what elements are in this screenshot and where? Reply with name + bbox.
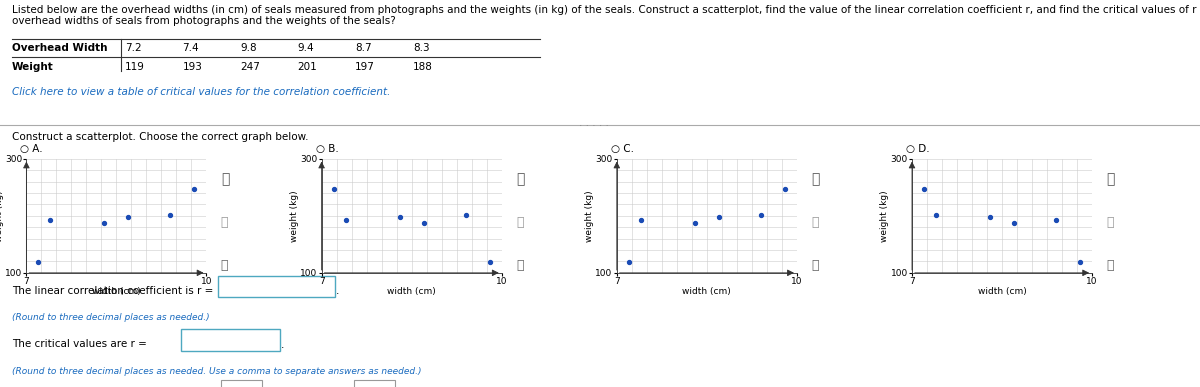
Text: The linear correlation coefficient is r =: The linear correlation coefficient is r … <box>12 286 214 296</box>
Point <box>390 214 409 221</box>
Point <box>119 214 138 221</box>
X-axis label: width (cm): width (cm) <box>388 288 436 296</box>
Text: ⧉: ⧉ <box>221 259 228 272</box>
Text: 🔍: 🔍 <box>811 172 820 187</box>
Text: 🔍: 🔍 <box>516 216 523 229</box>
Point <box>631 217 650 223</box>
Text: ⧉: ⧉ <box>811 259 818 272</box>
Text: · · · · ·: · · · · · <box>580 121 608 131</box>
Text: 119: 119 <box>125 62 145 72</box>
Text: 193: 193 <box>182 62 203 72</box>
Point <box>775 186 794 192</box>
X-axis label: width (cm): width (cm) <box>978 288 1026 296</box>
Point <box>41 217 60 223</box>
Text: (Round to three decimal places as needed.): (Round to three decimal places as needed… <box>12 313 210 322</box>
Point <box>95 219 114 226</box>
Text: 188: 188 <box>413 62 433 72</box>
Point <box>751 212 770 218</box>
Text: overhead widths of seals from photographs and the weights of the seals?: overhead widths of seals from photograph… <box>12 16 396 26</box>
Point <box>914 186 934 192</box>
Text: Overhead Width: Overhead Width <box>12 43 108 53</box>
Point <box>709 214 728 221</box>
Text: 9.8: 9.8 <box>240 43 257 53</box>
Text: 247: 247 <box>240 62 260 72</box>
Y-axis label: weight (kg): weight (kg) <box>880 190 889 241</box>
Y-axis label: weight (kg): weight (kg) <box>584 190 594 241</box>
Point <box>980 214 1000 221</box>
Text: The critical values are r =: The critical values are r = <box>12 339 146 349</box>
Text: Weight: Weight <box>12 62 54 72</box>
Point <box>29 259 48 265</box>
Text: 197: 197 <box>355 62 376 72</box>
FancyBboxPatch shape <box>221 380 262 387</box>
Point <box>456 212 475 218</box>
Text: Construct a scatterplot. Choose the correct graph below.: Construct a scatterplot. Choose the corr… <box>12 132 308 142</box>
Y-axis label: weight (kg): weight (kg) <box>0 190 4 241</box>
Text: 7.4: 7.4 <box>182 43 199 53</box>
Text: .: . <box>336 286 340 296</box>
Point <box>1004 219 1024 226</box>
Point <box>685 219 704 226</box>
FancyBboxPatch shape <box>218 276 335 297</box>
Text: (Round to three decimal places as needed. Use a comma to separate answers as nee: (Round to three decimal places as needed… <box>12 367 421 376</box>
Text: 🔍: 🔍 <box>221 216 228 229</box>
Text: 🔍: 🔍 <box>1106 216 1114 229</box>
Text: 🔍: 🔍 <box>516 172 524 187</box>
Point <box>480 259 499 265</box>
FancyBboxPatch shape <box>354 380 395 387</box>
Text: Click here to view a table of critical values for the correlation coefficient.: Click here to view a table of critical v… <box>12 87 390 97</box>
Text: ○ C.: ○ C. <box>611 144 634 154</box>
X-axis label: width (cm): width (cm) <box>683 288 731 296</box>
Point <box>324 186 343 192</box>
Text: ○ B.: ○ B. <box>316 144 338 154</box>
FancyBboxPatch shape <box>181 329 280 351</box>
Text: 🔍: 🔍 <box>1106 172 1115 187</box>
Text: 8.7: 8.7 <box>355 43 372 53</box>
Point <box>1070 259 1090 265</box>
Point <box>414 219 433 226</box>
Y-axis label: weight (kg): weight (kg) <box>289 190 299 241</box>
Text: 🔍: 🔍 <box>811 216 818 229</box>
Text: ○ A.: ○ A. <box>20 144 43 154</box>
Text: .: . <box>281 340 284 350</box>
Text: ⧉: ⧉ <box>1106 259 1114 272</box>
Point <box>926 212 946 218</box>
Text: Listed below are the overhead widths (in cm) of seals measured from photographs : Listed below are the overhead widths (in… <box>12 5 1200 15</box>
Point <box>619 259 638 265</box>
Text: 🔍: 🔍 <box>221 172 229 187</box>
Text: ○ D.: ○ D. <box>906 144 930 154</box>
Text: 9.4: 9.4 <box>298 43 314 53</box>
Text: 8.3: 8.3 <box>413 43 430 53</box>
Text: ⧉: ⧉ <box>516 259 523 272</box>
Text: 7.2: 7.2 <box>125 43 142 53</box>
Point <box>1046 217 1066 223</box>
Text: 201: 201 <box>298 62 317 72</box>
Point <box>161 212 180 218</box>
X-axis label: width (cm): width (cm) <box>92 288 140 296</box>
Point <box>336 217 355 223</box>
Point <box>185 186 204 192</box>
